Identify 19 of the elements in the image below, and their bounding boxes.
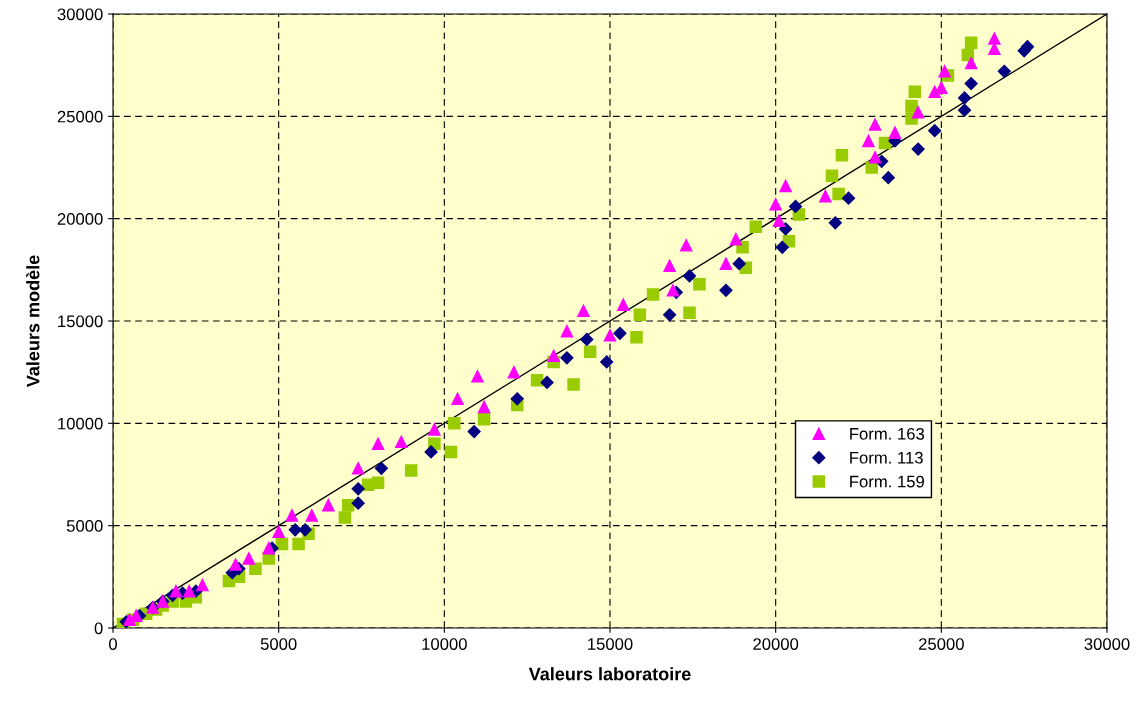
legend-label: Form. 113 [850, 451, 923, 464]
x-tick-label: 30000 [1084, 638, 1130, 650]
x-tick-label: 0 [109, 638, 117, 650]
y-tick-label: 10000 [58, 417, 103, 430]
x-tick-label: 25000 [919, 638, 964, 650]
x-tick-label: 5000 [260, 638, 297, 650]
y-tick-label: 15000 [58, 315, 103, 328]
x-tick-label: 20000 [753, 638, 799, 650]
y-tick-label: 25000 [57, 110, 103, 123]
x-tick-label: 10000 [422, 638, 467, 650]
legend-label: Form. 159 [850, 475, 924, 488]
x-axis-title: Valeurs laboratoire [528, 667, 691, 681]
legend-label: Form. 163 [850, 427, 925, 440]
y-axis-title: Valeurs modèle [26, 255, 40, 388]
y-tick-label: 30000 [57, 8, 103, 21]
x-tick-label: 15000 [588, 638, 633, 650]
y-tick-label: 20000 [57, 213, 103, 225]
y-tick-label: 0 [94, 622, 103, 635]
y-tick-label: 5000 [66, 520, 103, 532]
